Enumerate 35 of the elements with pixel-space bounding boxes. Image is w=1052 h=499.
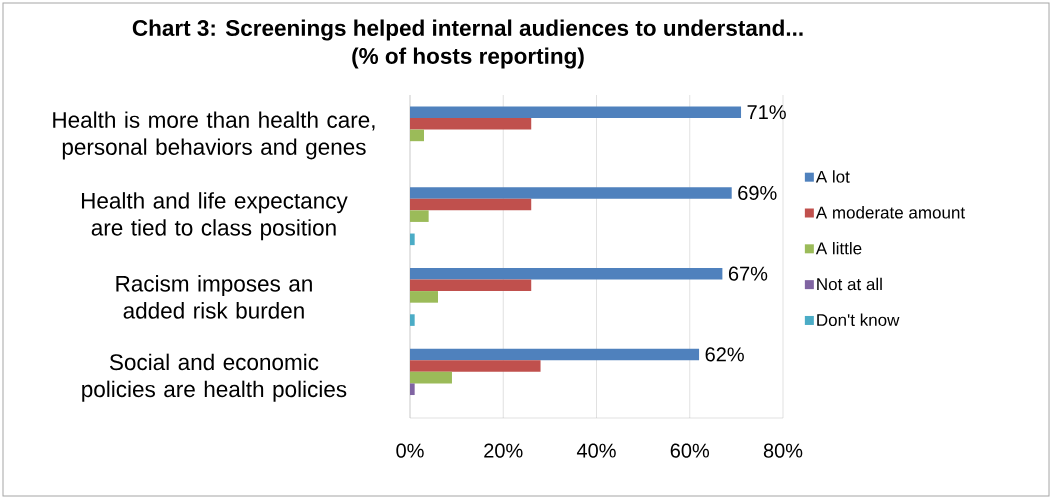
- bar: [410, 129, 424, 142]
- bar: [410, 314, 415, 326]
- legend-label: A little: [815, 241, 862, 255]
- y-tick-label: Health is more than health care, personal behaviors and genes: [53, 111, 375, 160]
- legend-label: Not at all: [817, 277, 882, 291]
- legend-label: Don't know: [817, 313, 900, 327]
- bar: [410, 267, 723, 280]
- x-tick-label: 60%: [670, 443, 710, 458]
- bar: [410, 348, 700, 361]
- data-label: 67%: [728, 266, 768, 281]
- bar: [410, 117, 532, 130]
- bar: [410, 198, 532, 211]
- y-tick-label: Racism imposes an added risk burden: [116, 275, 312, 319]
- bar: [410, 279, 532, 292]
- chart-subtitle: (% of hosts reporting): [352, 47, 584, 69]
- data-label: 71%: [747, 105, 786, 120]
- bar: [410, 106, 742, 118]
- y-tick-label: Social and economic policies are health policies: [82, 353, 347, 402]
- bar: [410, 371, 452, 384]
- legend-label: A moderate amount: [815, 206, 965, 219]
- x-tick-label: 80%: [763, 443, 803, 458]
- x-tick-label: 40%: [576, 443, 616, 458]
- chart-title: Chart 3: Screenings helped internal audiences to understand...: [132, 19, 803, 41]
- bar: [410, 291, 438, 303]
- legend-label: A lot: [815, 170, 850, 183]
- bar: [410, 233, 415, 246]
- data-label: 69%: [738, 185, 777, 201]
- bar: [410, 383, 415, 396]
- data-label: 62%: [705, 347, 744, 362]
- bar: [410, 210, 429, 222]
- x-tick-label: 0%: [396, 443, 424, 458]
- x-tick-label: 20%: [484, 443, 523, 458]
- bar: [410, 360, 541, 372]
- y-tick-label: Health and life expectancy are tied to class position: [81, 192, 348, 241]
- bar: [410, 187, 732, 199]
